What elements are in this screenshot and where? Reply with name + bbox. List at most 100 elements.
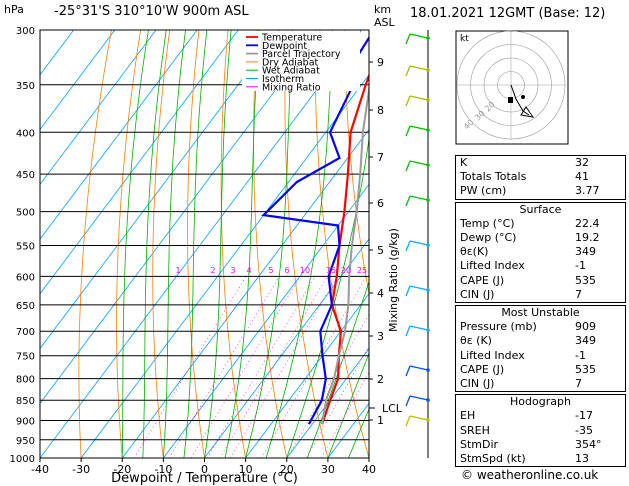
x-tick-label: -20: [113, 463, 131, 476]
surface-value: 7: [575, 287, 582, 301]
wind-barb-staff: [409, 325, 429, 331]
surface-label: Temp (°C): [460, 216, 515, 230]
wind-barb-flag: [405, 325, 411, 337]
mixing-ratio-line: [305, 345, 369, 458]
index-label: K: [460, 156, 468, 169]
mixing-ratio-line: [286, 313, 369, 458]
index-row: Totals Totals 41: [456, 170, 625, 184]
pressure-tick-label: 800: [16, 375, 35, 386]
wind-barb-dot: [426, 98, 430, 102]
wind-barb: [405, 33, 430, 45]
hodograph-marker: [508, 97, 513, 103]
x-tick-label: 10: [239, 463, 253, 476]
wind-barb-flag: [405, 240, 411, 252]
dry-adiabat-line: [78, 30, 112, 458]
isotherm-line: [40, 30, 321, 404]
wind-barb: [405, 415, 430, 427]
surface-label: CIN (J): [460, 287, 495, 301]
km-tick-label: 7: [377, 151, 384, 164]
isotherm-line: [40, 30, 239, 295]
pressure-tick-label: 700: [16, 327, 35, 338]
pressure-tick-label: 950: [16, 436, 35, 447]
wind-barb: [405, 95, 430, 107]
most-unstable-value: 349: [575, 334, 596, 348]
index-label: PW (cm): [460, 184, 507, 198]
km-tick-label: 4: [377, 287, 384, 300]
pressure-tick-label: 550: [16, 241, 35, 252]
isotherm-line: [121, 128, 369, 458]
dry-adiabat-line: [253, 30, 288, 458]
wind-barb-staff: [409, 125, 429, 131]
most-unstable-row: Pressure (mb) 909: [456, 320, 625, 334]
km-tick-label: 2: [377, 373, 384, 386]
dry-adiabat-line: [152, 30, 171, 458]
surface-box: Surface Temp (°C) 22.4 Dewp (°C) 19.2 θε(K) 3…: [455, 201, 626, 304]
wind-barb-dot: [426, 198, 430, 202]
dry-adiabat-line: [116, 30, 141, 458]
wind-barb-dot: [426, 36, 430, 40]
wind-barb-dot: [426, 418, 430, 422]
surface-row: CAPE (J) 535: [456, 274, 625, 288]
wind-barb: [405, 195, 430, 207]
wind-barb-dot: [426, 368, 430, 372]
hodograph-stat-row: StmDir 354°: [456, 438, 625, 452]
indices-box: K 32 Totals Totals 41 PW (cm) 3.77: [455, 155, 626, 200]
isotherm-line: [163, 183, 369, 458]
most-unstable-value: 909: [575, 320, 596, 334]
index-value: 41: [575, 170, 589, 184]
mixing-ratio-value-label: 6: [284, 266, 289, 275]
index-row: PW (cm) 3.77: [456, 184, 625, 198]
most-unstable-row: CAPE (J) 535: [456, 363, 625, 377]
hodograph-stat-value: -17: [575, 409, 593, 423]
surface-label: θε(K): [460, 245, 489, 259]
hodograph-stat-label: StmSpd (kt): [460, 452, 526, 466]
dry-adiabat-line: [374, 30, 452, 458]
wind-barb-dot: [426, 128, 430, 132]
legend-box: [242, 31, 360, 91]
mixing-ratio-line: [230, 276, 338, 458]
hodograph-stats-box: Hodograph EH -17 SREH -35 StmDir 354° StmSpd (…: [455, 394, 626, 468]
mixing-ratio-value-label: 20: [341, 266, 351, 275]
mixing-ratio-line: [168, 276, 280, 458]
isotherm-line: [40, 30, 116, 131]
x-tick-label: 20: [280, 463, 294, 476]
pressure-tick-label: 350: [16, 81, 35, 92]
wind-barb: [405, 125, 430, 137]
mixing-ratio-axis-label: Mixing Ratio (g/kg): [387, 228, 400, 332]
isotherm-line: [40, 30, 362, 458]
wind-barb-dot: [426, 288, 430, 292]
hodograph-stat-row: EH -17: [456, 409, 625, 423]
wind-barb-flag: [405, 195, 411, 207]
x-tick-label: -10: [154, 463, 172, 476]
most-unstable-label: CIN (J): [460, 377, 495, 391]
parcel-trajectory-line: [321, 84, 369, 425]
pressure-tick-label: 850: [16, 396, 35, 407]
x-tick-label: -40: [31, 463, 49, 476]
most-unstable-title: Most Unstable: [501, 306, 580, 320]
surface-title: Surface: [519, 202, 562, 216]
mixing-ratio-value-label: 4: [246, 266, 251, 275]
wind-barb-flag: [405, 125, 411, 137]
hodograph-trace: [510, 84, 530, 116]
surface-row: Dewp (°C) 19.2: [456, 231, 625, 245]
pressure-tick-label: 600: [16, 272, 35, 283]
pressure-tick-label: 300: [16, 26, 35, 37]
legend-label: Wet Adiabat: [262, 66, 320, 77]
most-unstable-label: Pressure (mb): [460, 320, 537, 334]
hodograph-stats-title: Hodograph: [510, 395, 571, 409]
wind-barb-flag: [405, 285, 411, 297]
mixing-ratio-value-label: 15: [326, 266, 336, 275]
mixing-ratio-value-label: 2: [210, 266, 215, 275]
wind-barb-staff: [409, 240, 429, 246]
pressure-tick-label: 400: [16, 128, 35, 139]
wind-barb-flag: [405, 365, 411, 377]
pressure-tick-label: 450: [16, 170, 35, 181]
wind-barb-flag: [405, 33, 411, 45]
surface-value: 349: [575, 245, 596, 259]
wind-barb-staff: [409, 365, 429, 371]
wind-barb-flag: [405, 65, 411, 77]
isotherm-line: [286, 347, 369, 458]
x-tick-label: 0: [201, 463, 208, 476]
surface-value: 535: [575, 273, 596, 287]
most-unstable-box: Most Unstable Pressure (mb) 909 θε (K) 349 L…: [455, 305, 626, 393]
